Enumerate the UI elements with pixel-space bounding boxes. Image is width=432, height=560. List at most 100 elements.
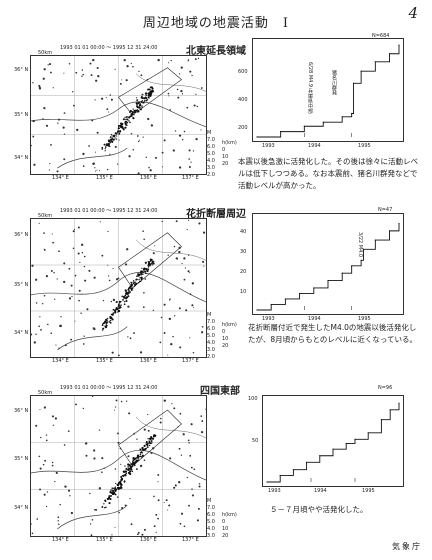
- epicenter-dot: [189, 272, 191, 274]
- epicenter-dot: [175, 257, 178, 260]
- y-tick: 200: [238, 125, 248, 131]
- legend-h-value: 0: [222, 329, 226, 335]
- epicenter-dot: [129, 111, 131, 113]
- epicenter-dot: [121, 474, 124, 477]
- epicenter-dot: [142, 448, 145, 452]
- epicenter-dot: [35, 333, 37, 335]
- epicenter-dot: [103, 143, 106, 146]
- epicenter-dot: [152, 252, 155, 255]
- epicenter-dot: [145, 440, 148, 443]
- study-region-outline: [118, 232, 182, 289]
- epicenter-dot: [120, 463, 122, 465]
- epicenter-dot: [63, 262, 66, 265]
- epicenter-dot: [108, 321, 111, 323]
- epicenter-dot: [174, 130, 177, 132]
- epicenter-dot: [138, 104, 141, 107]
- epicenter-dot: [151, 90, 154, 93]
- epicenter-dot: [105, 97, 107, 99]
- epicenter-dot: [58, 523, 60, 526]
- epicenter-dot: [176, 88, 179, 91]
- epicenter-dot: [198, 485, 201, 488]
- epicenter-dot: [139, 455, 142, 458]
- year-label: 1993: [262, 316, 275, 322]
- epicenter-dot: [95, 79, 98, 82]
- epicenter-dot: [124, 465, 126, 467]
- data-point: [380, 419, 382, 421]
- epicenter-dot: [139, 464, 143, 468]
- epicenter-dot: [117, 311, 119, 313]
- graph-svg-2: [256, 222, 400, 311]
- legend-h-value: 10: [222, 154, 229, 160]
- epicenter-dot: [178, 166, 182, 169]
- legend-m-value: 6.0: [207, 326, 215, 332]
- epicenter-dot: [109, 319, 112, 322]
- epicenter-dot: [137, 281, 140, 284]
- epicenter-dot: [184, 267, 187, 269]
- epicenter-dot: [101, 324, 104, 326]
- data-point: [354, 438, 356, 440]
- epicenter-dot: [115, 138, 118, 140]
- epicenter-dot: [120, 475, 123, 479]
- epicenter-dot: [187, 254, 190, 256]
- epicenter-dot: [194, 58, 197, 61]
- epicenter-dot: [125, 118, 127, 121]
- epicenter-dot: [122, 299, 124, 301]
- epicenter-dot: [99, 221, 101, 223]
- epicenter-dot: [96, 131, 99, 134]
- epicenter-dot: [119, 130, 122, 133]
- epicenter-dot: [95, 170, 97, 172]
- epicenter-dot: [202, 231, 206, 234]
- epicenter-dot: [77, 252, 80, 255]
- year-label: 1995: [358, 143, 371, 149]
- epicenter-dot: [135, 282, 138, 285]
- epicenter-dot: [114, 309, 117, 312]
- epicenter-dot: [129, 470, 132, 473]
- epicenter-dot: [101, 148, 103, 150]
- page-number: 4: [408, 4, 418, 22]
- epicenter-dot: [141, 452, 143, 454]
- epicenter-dot: [47, 64, 49, 66]
- epicenter-dot: [122, 118, 125, 121]
- epicenter-dot: [148, 444, 151, 447]
- data-point: [299, 292, 301, 295]
- epicenter-dot: [128, 155, 131, 158]
- legend-m-value: 2.0: [207, 354, 215, 360]
- prefecture-boundary: [135, 73, 206, 92]
- epicenter-dot: [63, 112, 66, 114]
- epicenter-dot: [198, 483, 201, 485]
- epicenter-dot: [109, 498, 112, 501]
- cumulative-graph-1: [252, 38, 404, 142]
- date-range-3: 1993 01 01 00:00 ～ 1995 12 31 24:00: [60, 385, 158, 391]
- epicenter-dot: [145, 272, 147, 275]
- legend-m-value: 7.0: [207, 319, 215, 325]
- epicenter-dot: [101, 457, 104, 460]
- epicenter-dot: [167, 254, 169, 256]
- epicenter-dot: [62, 126, 65, 129]
- epicenter-dot: [121, 295, 124, 298]
- epicenter-dot: [45, 274, 49, 278]
- epicenter-dot: [178, 307, 181, 310]
- legend-h-value: 10: [222, 336, 229, 342]
- coastline: [31, 272, 206, 303]
- epicenter-dot: [106, 143, 108, 145]
- epicenter-dot: [173, 245, 176, 248]
- epicenter-dot: [180, 512, 184, 515]
- epicenter-dot: [92, 162, 95, 165]
- epicenter-dot: [201, 331, 204, 334]
- graph-svg-1: [256, 44, 400, 138]
- epicenter-dot: [102, 327, 105, 330]
- y-tick: 50: [252, 438, 259, 444]
- epicenter-dot: [42, 463, 45, 466]
- legend-m-value: 4.0: [207, 158, 215, 164]
- epicenter-dot: [115, 278, 119, 281]
- epicenter-dot: [98, 487, 102, 490]
- epicenter-dot: [189, 293, 192, 295]
- epicenter-dot: [139, 453, 142, 456]
- epicenter-dot: [128, 292, 130, 294]
- epicenter-dot: [101, 471, 103, 474]
- epicenter-dot: [73, 228, 75, 230]
- epicenter-dot: [111, 487, 113, 489]
- epicenter-dot: [97, 75, 100, 78]
- epicenter-dot: [172, 149, 175, 152]
- epicenter-dot: [114, 145, 117, 148]
